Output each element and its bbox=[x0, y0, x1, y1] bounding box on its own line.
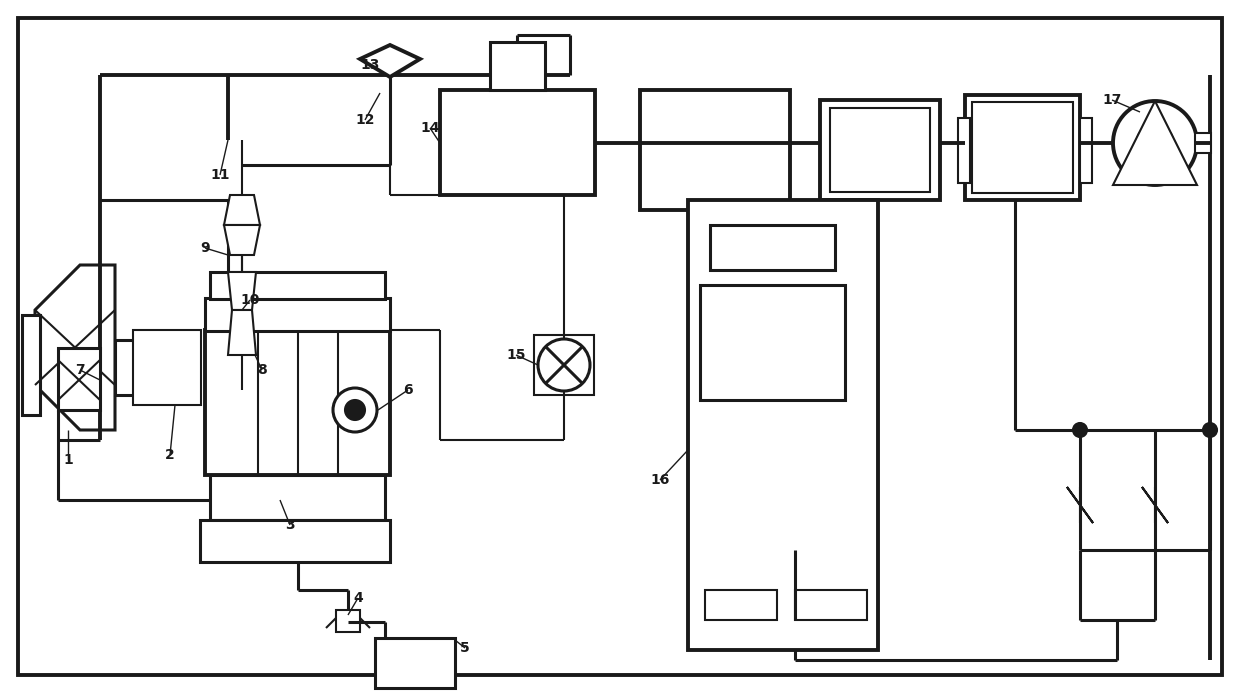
Text: 15: 15 bbox=[506, 348, 526, 362]
Bar bbox=[136, 340, 151, 395]
Circle shape bbox=[1114, 101, 1197, 185]
Bar bbox=[820, 100, 940, 200]
Text: 3: 3 bbox=[285, 518, 295, 532]
Bar bbox=[210, 475, 384, 520]
Polygon shape bbox=[224, 195, 260, 225]
Circle shape bbox=[1137, 125, 1173, 161]
Text: 9: 9 bbox=[200, 241, 210, 255]
Bar bbox=[972, 102, 1073, 193]
Bar bbox=[440, 90, 595, 195]
Bar bbox=[830, 108, 930, 192]
Bar bbox=[640, 90, 790, 210]
Bar bbox=[205, 298, 391, 331]
Bar bbox=[153, 340, 166, 395]
Bar bbox=[22, 315, 40, 415]
Bar bbox=[1195, 133, 1211, 153]
Polygon shape bbox=[228, 272, 255, 310]
Bar bbox=[167, 340, 181, 395]
Bar bbox=[534, 335, 594, 395]
Bar bbox=[1080, 118, 1092, 183]
Text: 8: 8 bbox=[257, 363, 267, 377]
Text: 10: 10 bbox=[241, 293, 259, 307]
Bar bbox=[706, 590, 777, 620]
Bar bbox=[182, 340, 196, 395]
Text: 16: 16 bbox=[650, 473, 670, 487]
Text: 14: 14 bbox=[420, 121, 440, 135]
Text: 1: 1 bbox=[63, 453, 73, 467]
Bar bbox=[133, 330, 201, 405]
Polygon shape bbox=[35, 265, 115, 430]
Polygon shape bbox=[1114, 101, 1197, 185]
Text: 13: 13 bbox=[361, 58, 379, 72]
Bar bbox=[210, 272, 384, 299]
Bar bbox=[58, 348, 100, 410]
Bar bbox=[965, 95, 1080, 200]
Circle shape bbox=[334, 388, 377, 432]
Text: 12: 12 bbox=[355, 113, 374, 127]
Circle shape bbox=[345, 400, 365, 420]
Polygon shape bbox=[228, 310, 255, 355]
Polygon shape bbox=[1142, 487, 1168, 523]
Bar bbox=[490, 42, 546, 90]
Bar bbox=[374, 638, 455, 688]
Circle shape bbox=[1073, 423, 1087, 437]
Text: 2: 2 bbox=[165, 448, 175, 462]
Text: 7: 7 bbox=[76, 363, 84, 377]
Bar bbox=[336, 610, 360, 632]
Circle shape bbox=[538, 339, 590, 391]
Polygon shape bbox=[360, 45, 420, 77]
Polygon shape bbox=[224, 225, 260, 255]
Text: 4: 4 bbox=[353, 591, 363, 605]
Bar bbox=[959, 118, 970, 183]
Bar bbox=[711, 225, 835, 270]
Polygon shape bbox=[1066, 487, 1092, 523]
Bar bbox=[688, 200, 878, 650]
Bar bbox=[115, 340, 136, 395]
Text: 5: 5 bbox=[460, 641, 470, 655]
Bar bbox=[795, 590, 867, 620]
Text: 6: 6 bbox=[403, 383, 413, 397]
Circle shape bbox=[1203, 423, 1216, 437]
Bar bbox=[701, 285, 844, 400]
Bar bbox=[205, 330, 391, 475]
Bar bbox=[200, 520, 391, 562]
Text: 11: 11 bbox=[211, 168, 229, 182]
Text: 17: 17 bbox=[1102, 93, 1122, 107]
